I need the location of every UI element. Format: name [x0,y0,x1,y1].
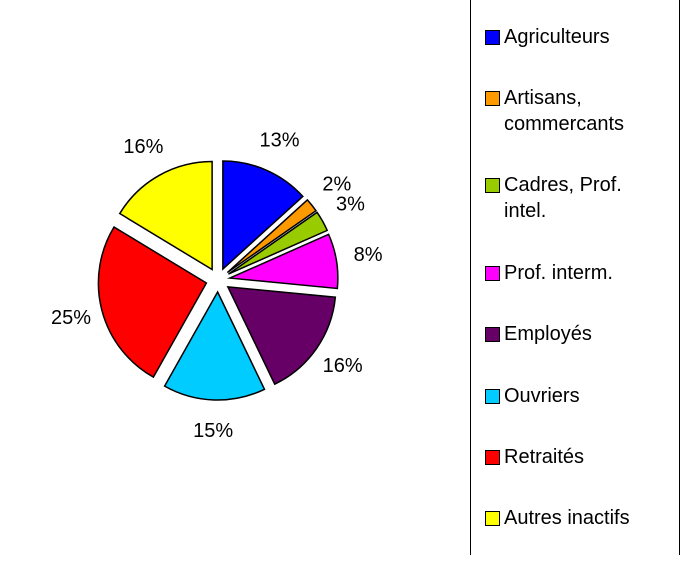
legend-label: Agriculteurs [504,25,610,48]
legend-label: Autres inactifs [504,507,630,530]
legend-item: Retraités [485,444,679,470]
legend-item: Employés [485,321,679,347]
data-label: 2% [322,174,351,196]
legend-item: Agriculteurs [485,24,679,50]
legend-label: Employés [504,323,592,346]
legend-label: Ouvriers [504,384,580,407]
pie-slice [97,226,208,379]
legend-label: Artisans, commercants [504,87,625,136]
legend-item: Artisans, commercants [485,85,679,137]
pie-slice [228,211,329,275]
legend-label: Cadres, Prof. intel. [504,174,622,223]
legend-item: Prof. interm. [485,260,679,286]
pie-slice [118,160,213,271]
data-label: 16% [123,136,163,158]
pie-slice [226,233,339,290]
pie-slice [226,285,337,386]
data-label: 8% [354,244,383,266]
legend-swatch [485,29,500,45]
legend-item: Autres inactifs [485,505,679,531]
legend-swatch [485,388,500,404]
legend-swatch [485,511,500,527]
data-label: 16% [323,355,363,377]
legend-label: Retraités [504,445,585,468]
pie-slice [163,290,266,401]
legend-item: Ouvriers [485,383,679,409]
legend: Agriculteurs Artisans, commercants Cadres,… [470,0,680,555]
data-label: 25% [51,307,91,329]
legend-swatch [485,327,500,343]
legend-item: Cadres, Prof. intel. [485,172,679,224]
legend-swatch [485,91,500,107]
legend-swatch [485,265,500,281]
data-label: 15% [193,420,233,442]
legend-swatch [485,178,500,194]
legend-label: Prof. interm. [504,261,613,284]
legend-swatch [485,449,500,465]
pie-area: 13% 2%3% 8% 16% 15% 25% 16% [51,129,383,442]
data-label: 3% [336,194,365,216]
pie-slice [222,160,304,271]
pie-slice [226,198,318,274]
data-label: 13% [260,129,300,151]
